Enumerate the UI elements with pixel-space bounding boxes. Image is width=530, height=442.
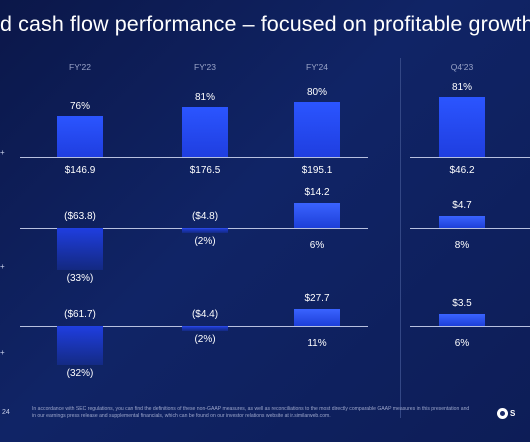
bar-percent-label: (33%) [66,273,94,284]
bar-percent-label: 6% [454,338,470,349]
bar-percent-label: (2%) [194,236,216,247]
bar-percent-label: 8% [454,240,470,251]
logo-icon [497,407,508,419]
bar-value-label: $146.9 [64,165,96,176]
bar-value-label: $195.1 [301,165,333,176]
baseline [410,326,530,327]
bar-value-label: $176.5 [189,165,221,176]
bar-value-label: $27.7 [304,293,330,304]
side-tick: + [0,262,5,271]
bar-value-label: $46.2 [449,165,475,176]
bar-percent-label: 76% [69,101,90,112]
bar-percent-label: (2%) [194,334,216,345]
bar [294,102,340,157]
quarter-divider [400,58,401,418]
logo-text: S [510,408,516,418]
bar-value-label: ($4.4) [191,309,219,320]
bar-percent-label: 11% [307,338,327,349]
bar-value-label: $14.2 [304,187,330,198]
page-number: 24 [2,409,10,416]
bar-value-label: ($63.8) [64,211,96,222]
bar-percent-label: 81% [451,82,472,93]
side-tick: + [0,148,5,157]
bar [439,216,485,228]
bar [57,116,103,157]
bar-value-label: $4.7 [452,200,472,211]
bar-percent-label: (32%) [66,368,94,379]
bar-percent-label: 81% [194,92,215,103]
bar [439,97,485,157]
bar [182,107,228,157]
bar [294,309,340,326]
page-title: d cash flow performance – focused on pro… [0,12,530,36]
bar-value-label: $3.5 [452,298,472,309]
bar [182,326,228,331]
footnote: In accordance with SEC regulations, you … [32,406,470,419]
bar [439,314,485,326]
column-header: FY'22 [69,62,91,72]
bar [182,228,228,233]
baseline [20,157,368,158]
bar-percent-label: 6% [309,240,325,251]
column-header: Q4'23 [450,62,474,72]
company-logo: S [497,406,530,420]
column-header: FY'23 [194,62,216,72]
column-header: FY'24 [306,62,328,72]
bar [57,228,103,270]
bar-percent-label: 80% [306,87,327,98]
bar [57,326,103,365]
bar-value-label: ($4.8) [191,211,219,222]
side-tick: + [0,348,5,357]
baseline [410,228,530,229]
baseline [410,157,530,158]
bar [294,203,340,228]
bar-value-label: ($61.7) [64,309,96,320]
